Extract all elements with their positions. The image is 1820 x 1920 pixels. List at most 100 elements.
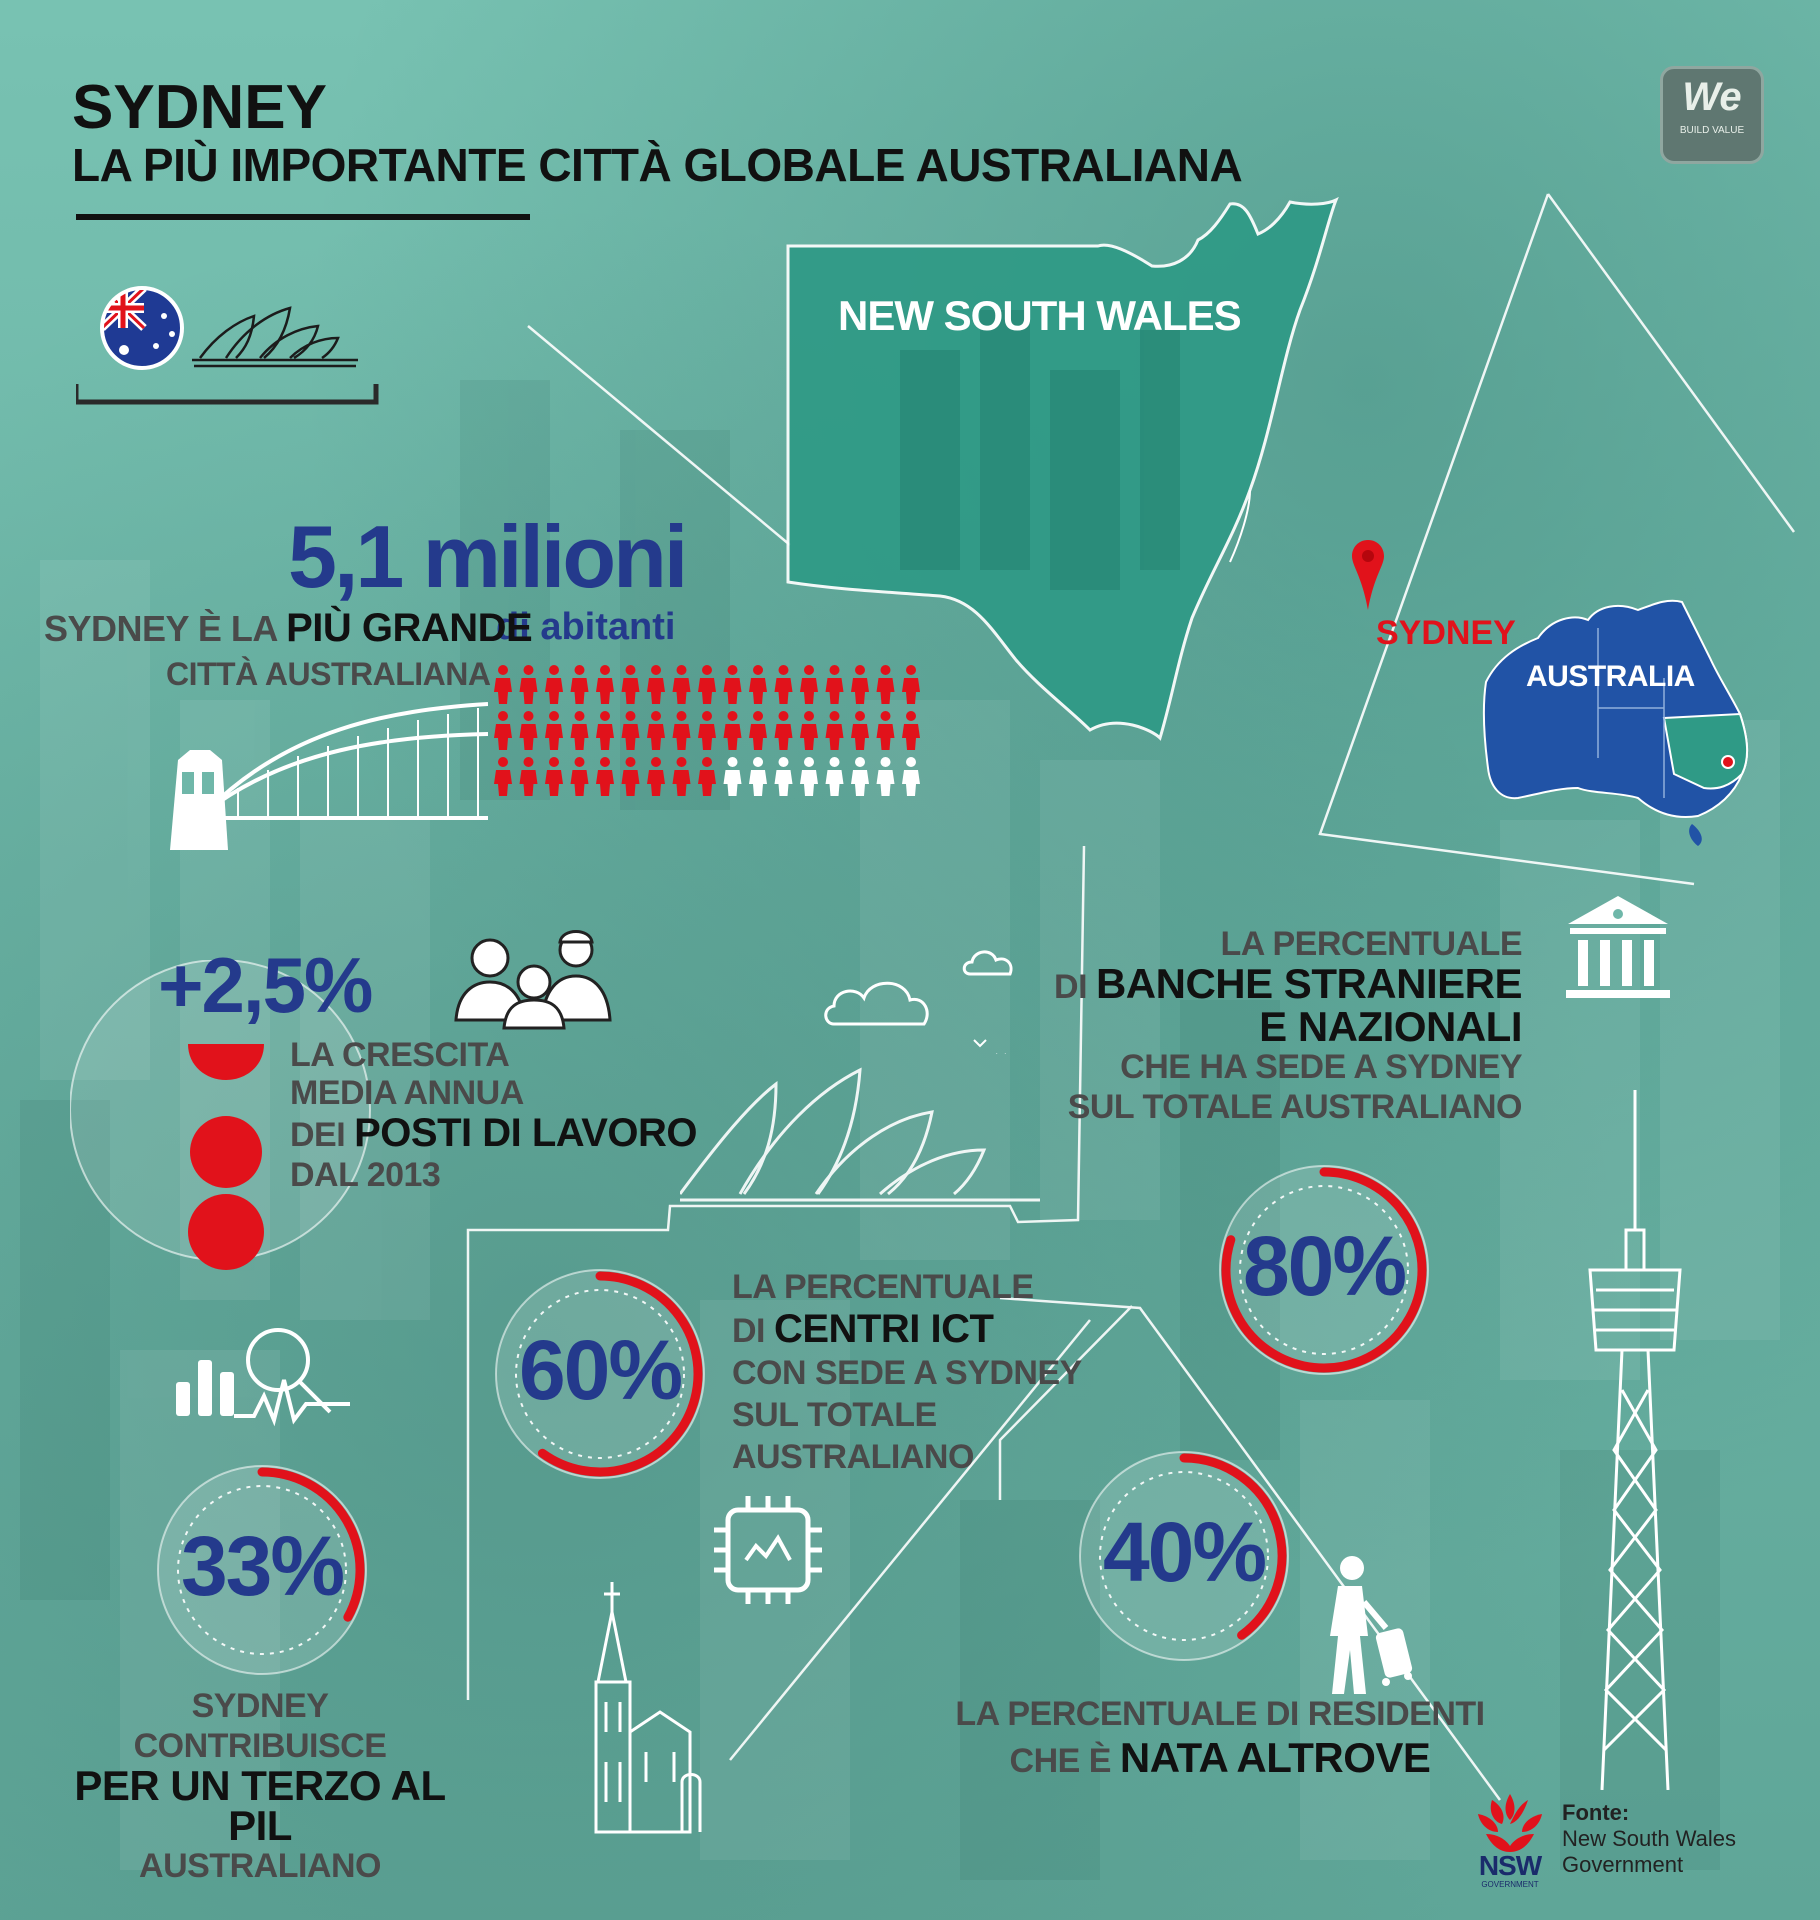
person-icon bbox=[596, 711, 614, 750]
opera-house-sketch-icon bbox=[680, 1067, 1040, 1202]
ring-inner bbox=[1239, 1185, 1409, 1355]
we-logo: We BUILD VALUE bbox=[1660, 66, 1764, 164]
person-icon bbox=[851, 757, 869, 796]
population-line1-pre: SYDNEY È LA bbox=[44, 608, 287, 649]
person-icon bbox=[545, 665, 563, 704]
person-icon bbox=[749, 665, 767, 704]
population-unit: di abitanti bbox=[496, 606, 676, 648]
analytics-icon bbox=[176, 1328, 350, 1427]
opera-house-icon bbox=[192, 306, 358, 368]
person-icon bbox=[672, 665, 691, 704]
ring-progress bbox=[1221, 1167, 1427, 1373]
jobs-l4: DAL 2013 bbox=[290, 1156, 441, 1194]
jobs-l1: LA CRESCITA bbox=[290, 1036, 510, 1074]
ring-inner bbox=[177, 1485, 347, 1655]
ict-l5: AUSTRALIANO bbox=[732, 1438, 974, 1476]
person-icon bbox=[672, 711, 691, 750]
residents-l1: LA PERCENTUALE DI RESIDENTI bbox=[955, 1695, 1485, 1733]
ring-inner bbox=[1099, 1471, 1269, 1641]
person-icon bbox=[774, 665, 793, 704]
australia-label: AUSTRALIA bbox=[1526, 660, 1695, 693]
banks-text: LA PERCENTUALE DI BANCHE STRANIERE E NAZ… bbox=[900, 924, 1522, 1127]
ring-inner bbox=[515, 1289, 685, 1459]
person-icon bbox=[749, 711, 767, 750]
ring-banks bbox=[1219, 1165, 1429, 1375]
population-line1-bold: PIÙ GRANDE bbox=[286, 606, 533, 650]
person-icon bbox=[825, 665, 844, 704]
nsw-highlight bbox=[1662, 712, 1748, 790]
population-line2: CITTÀ AUSTRALIANA bbox=[166, 656, 491, 692]
ring-progress bbox=[537, 1271, 703, 1477]
population-line1: SYDNEY È LA PIÙ GRANDE bbox=[44, 606, 533, 651]
banks-l2-bold: BANCHE STRANIERE bbox=[1095, 960, 1523, 1007]
ring-bg bbox=[495, 1269, 705, 1479]
population-value: 5,1 milioni bbox=[288, 507, 688, 606]
person-icon bbox=[774, 711, 793, 750]
person-icon bbox=[723, 711, 742, 750]
nsw-badge-sub: GOVERNMENT bbox=[1481, 1880, 1539, 1889]
jobs-l2: MEDIA ANNUA bbox=[290, 1074, 524, 1112]
person-icon bbox=[621, 665, 640, 704]
source-line1: New South Wales bbox=[1562, 1826, 1737, 1851]
ict-l2-pre: DI bbox=[732, 1312, 774, 1350]
source-block: Fonte: New South Wales Government bbox=[1562, 1800, 1736, 1878]
residents-text: LA PERCENTUALE DI RESIDENTI CHE È NATA A… bbox=[940, 1692, 1500, 1783]
title-rule bbox=[76, 214, 530, 220]
banks-l5: SUL TOTALE AUSTRALIANO bbox=[1067, 1088, 1523, 1126]
nsw-map bbox=[786, 196, 1339, 741]
person-icon bbox=[902, 665, 920, 704]
hourglass-dots-icon bbox=[188, 1044, 264, 1270]
person-icon bbox=[570, 665, 589, 704]
person-icon bbox=[570, 757, 589, 796]
person-icon bbox=[800, 711, 818, 750]
ict-value: 60% bbox=[518, 1323, 683, 1417]
person-icon bbox=[825, 757, 844, 796]
person-icon bbox=[545, 711, 563, 750]
person-icon bbox=[698, 665, 716, 704]
ring-bg bbox=[157, 1465, 367, 1675]
person-icon bbox=[672, 757, 691, 796]
gdp-l3-bold: PER UN TERZO AL PIL bbox=[74, 1762, 446, 1849]
sydney-tower-icon bbox=[1588, 1090, 1682, 1790]
jobs-l3-pre: DEI bbox=[290, 1116, 355, 1154]
cloud-icon bbox=[824, 950, 1013, 1054]
person-icon bbox=[723, 665, 742, 704]
ring-progress bbox=[257, 1467, 365, 1622]
jobs-l3-bold: POSTI DI LAVORO bbox=[354, 1111, 698, 1155]
jobs-value: +2,5% bbox=[158, 941, 373, 1029]
gdp-l4: AUSTRALIANO bbox=[139, 1847, 381, 1885]
population-pictogram bbox=[494, 665, 920, 796]
person-icon bbox=[902, 757, 920, 796]
person-icon bbox=[494, 757, 512, 796]
australia-map bbox=[1482, 599, 1748, 846]
gdp-l2: CONTRIBUISCE bbox=[133, 1727, 387, 1765]
gdp-l1: SYDNEY bbox=[191, 1687, 329, 1725]
traveller-icon bbox=[1330, 1556, 1413, 1694]
ict-l2-bold: CENTRI ICT bbox=[773, 1307, 994, 1351]
person-icon bbox=[494, 711, 512, 750]
ict-l4: SUL TOTALE bbox=[732, 1396, 937, 1434]
person-icon bbox=[876, 711, 895, 750]
nsw-label: NEW SOUTH WALES bbox=[838, 292, 1242, 339]
banks-value: 80% bbox=[1242, 1219, 1407, 1313]
bank-icon bbox=[1566, 896, 1670, 998]
person-icon bbox=[902, 711, 920, 750]
person-icon bbox=[647, 711, 665, 750]
page-subtitle: LA PIÙ IMPORTANTE CITTÀ GLOBALE AUSTRALI… bbox=[72, 139, 1243, 191]
we-logo-mark: We bbox=[1682, 75, 1742, 119]
ring-ict bbox=[495, 1269, 705, 1479]
banks-l2-pre: DI bbox=[1054, 968, 1096, 1006]
banks-l4: CHE HA SEDE A SYDNEY bbox=[1120, 1048, 1522, 1086]
person-icon bbox=[698, 711, 716, 750]
source-line2: Government bbox=[1562, 1852, 1684, 1877]
chip-icon bbox=[714, 1496, 822, 1604]
ict-text: LA PERCENTUALE DI CENTRI ICT CON SEDE A … bbox=[732, 1266, 1082, 1478]
person-icon bbox=[698, 757, 716, 796]
nsw-badge: NSW bbox=[1478, 1850, 1542, 1881]
we-logo-tagline: BUILD VALUE bbox=[1679, 125, 1745, 136]
residents-value: 40% bbox=[1102, 1505, 1267, 1599]
ict-l3: CON SEDE A SYDNEY bbox=[732, 1354, 1082, 1392]
